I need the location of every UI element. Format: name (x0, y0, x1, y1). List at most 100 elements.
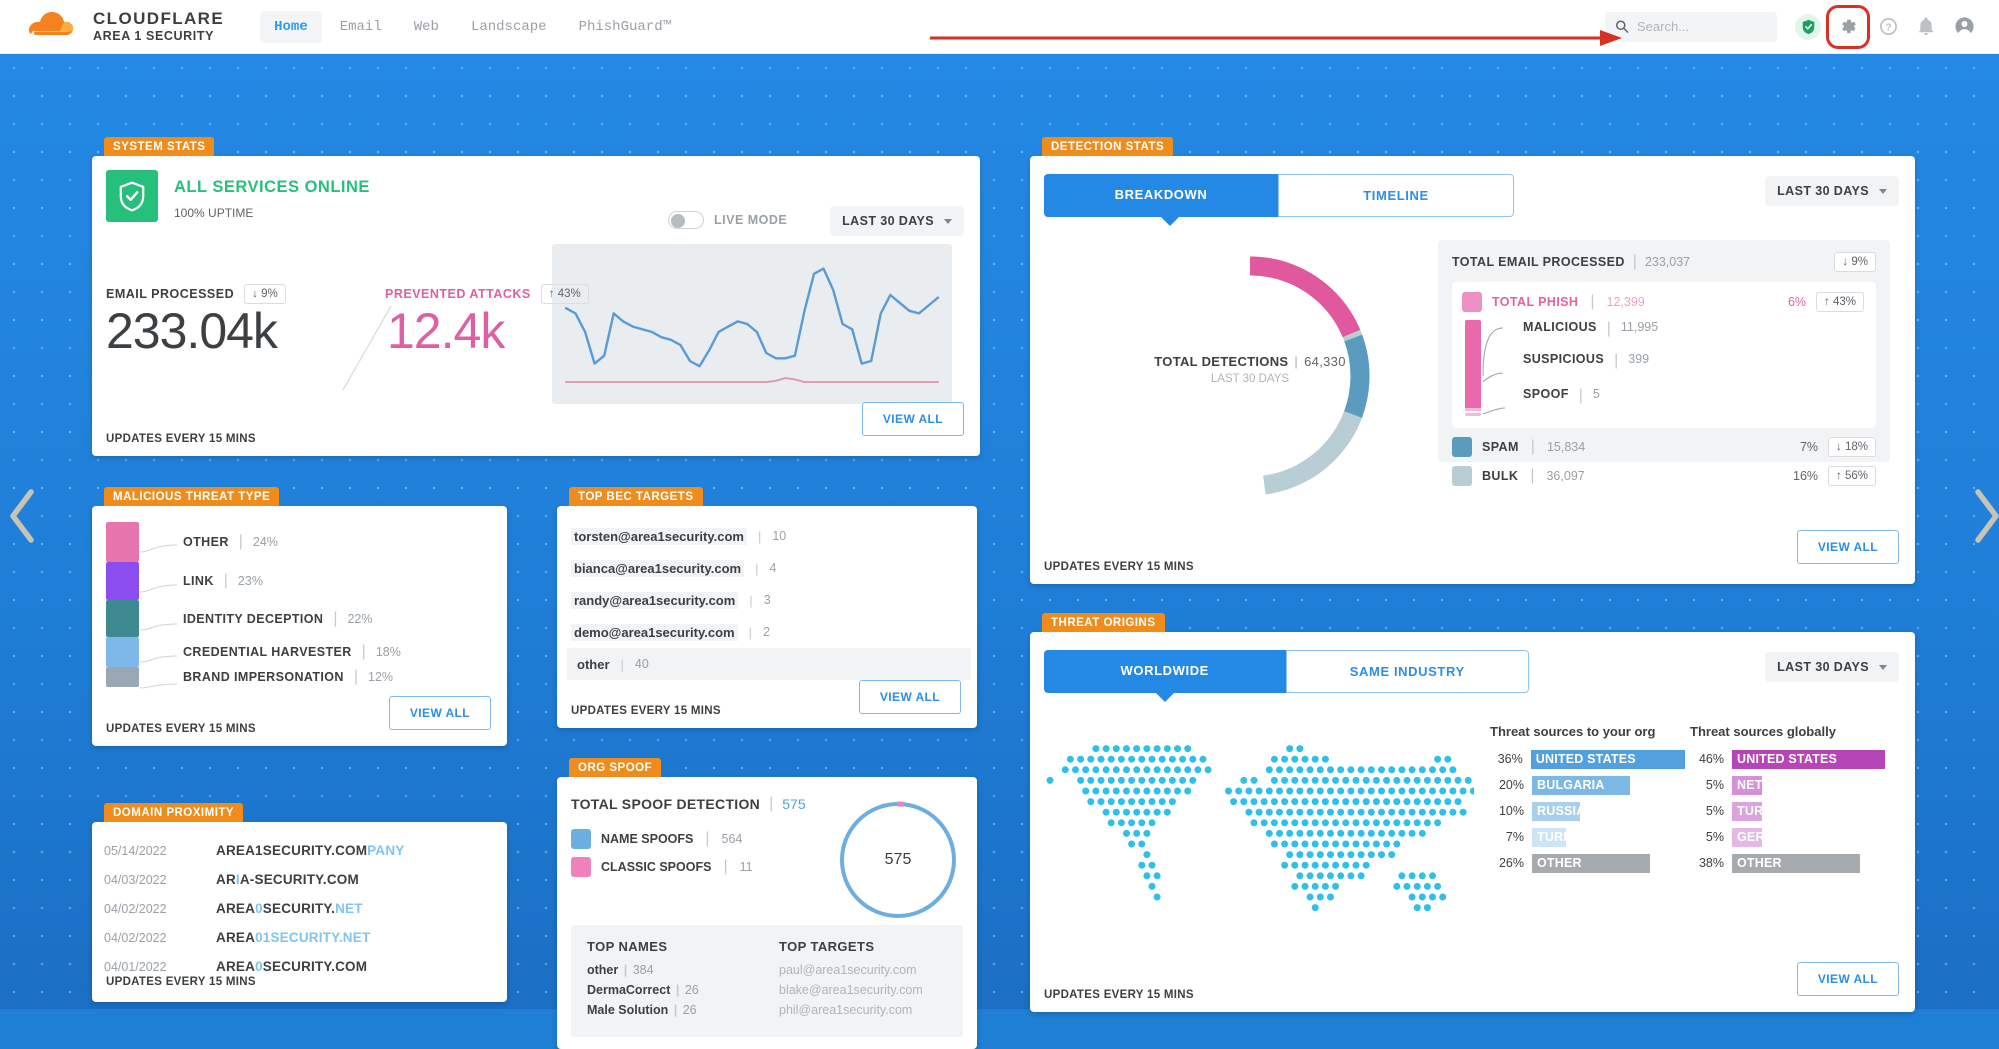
nav-item-web[interactable]: Web (413, 18, 439, 35)
brand-name: CLOUDFLARE (93, 9, 225, 29)
mtt-bar-identity-deception (106, 600, 139, 637)
table-row[interactable]: torsten@area1security.com | 10 (561, 520, 967, 552)
search-input[interactable] (1637, 19, 1767, 34)
shield-check-icon[interactable] (1791, 10, 1825, 44)
mtt-view-all-button[interactable]: VIEW ALL (388, 696, 491, 730)
account-icon[interactable] (1947, 10, 1981, 44)
bec-updates: UPDATES EVERY 15 MINS (571, 705, 721, 717)
dp-domain-1: ARIA-SECURITY.COM (216, 872, 359, 887)
brand-logo[interactable]: CLOUDFLARE AREA 1 SECURITY (22, 10, 224, 44)
nav-item-phishguard[interactable]: PhishGuard™ (578, 18, 671, 35)
malicious-threat-type-tag: MALICIOUS THREAT TYPE (104, 487, 280, 506)
list-item[interactable]: 04/02/2022 AREA0SECURITY.NET (92, 894, 507, 923)
tab-breakdown[interactable]: BREAKDOWN (1044, 174, 1278, 217)
mtt-updates: UPDATES EVERY 15 MINS (106, 723, 256, 735)
threat-origins-card: THREAT ORIGINS WORLDWIDE SAME INDUSTRY L… (1030, 613, 1915, 1012)
total-email-label: TOTAL EMAIL PROCESSED (1452, 255, 1625, 269)
prevented-attacks-value: 12.4k (387, 303, 505, 359)
phish-child-malicious: MALICIOUS | 11,995 (1523, 320, 1659, 337)
gear-icon[interactable] (1826, 4, 1870, 49)
dp-domain-3: AREA01SECURITY.NET (216, 930, 371, 945)
list-item[interactable]: paul@area1security.com (779, 963, 917, 977)
total-phish-card: TOTAL PHISH | 12,399 6% ↑ 43% (1452, 282, 1876, 428)
system-stats-updates: UPDATES EVERY 15 MINS (106, 433, 256, 445)
chevron-down-icon (1879, 188, 1887, 194)
bulk-value: 36,097 (1546, 469, 1585, 483)
org-spoof-legend: NAME SPOOFS | 564 CLASSIC SPOOFS | 11 (571, 829, 753, 877)
live-mode-toggle[interactable] (668, 211, 704, 229)
src-row-org-4: 26% OTHER (1490, 853, 1685, 873)
threat-sources-global: Threat sources globally 46% UNITED STATE… (1690, 724, 1885, 879)
top-bec-targets-card: TOP BEC TARGETS torsten@area1security.co… (557, 487, 977, 728)
live-mode-control[interactable]: LIVE MODE (668, 211, 787, 229)
chevron-right-icon[interactable] (1969, 486, 1999, 546)
src-row-org-3: 7% TURKEY (1490, 827, 1685, 847)
mtt-chart: OTHER | 24% LINK | 23% IDENTITY DECEPTION … (106, 522, 401, 692)
list-item[interactable]: Male Solution | 26 (587, 1003, 697, 1017)
chevron-left-icon[interactable] (6, 486, 40, 546)
system-stats-view-all-button[interactable]: VIEW ALL (861, 402, 964, 436)
list-item[interactable]: other | 384 (587, 963, 654, 977)
search-box[interactable] (1605, 11, 1777, 42)
detection-stats-view-all-button[interactable]: VIEW ALL (1796, 530, 1899, 564)
bec-view-all-button[interactable]: VIEW ALL (858, 680, 961, 714)
spoof-value: 5 (1592, 387, 1600, 401)
mtt-label-identity-deception: IDENTITY DECEPTION (183, 611, 324, 626)
mtt-pct-link: 23% (237, 574, 263, 588)
list-item[interactable]: DermaCorrect | 26 (587, 983, 699, 997)
tab-timeline[interactable]: TIMELINE (1278, 174, 1514, 217)
list-item[interactable]: 04/01/2022 AREA0SECURITY.COM (92, 952, 507, 981)
mtt-label-other: OTHER (183, 535, 229, 549)
list-item[interactable]: 04/02/2022 AREA01SECURITY.NET (92, 923, 507, 952)
table-row[interactable]: other | 40 (567, 648, 971, 680)
src-row-global-0: 46% UNITED STATES (1690, 749, 1885, 769)
brand-product: AREA 1 SECURITY (93, 29, 215, 44)
table-row[interactable]: demo@area1security.com | 2 (561, 616, 967, 648)
mtt-labels: OTHER | 24% LINK | 23% IDENTITY DECEPTION … (183, 522, 401, 692)
mtt-bar-link (106, 562, 139, 600)
domain-proximity-tag: DOMAIN PROXIMITY (104, 803, 244, 822)
src-pct-org-2: 10% (1498, 804, 1524, 818)
bell-icon[interactable] (1909, 10, 1943, 44)
nav-item-landscape[interactable]: Landscape (470, 18, 547, 35)
chevron-down-icon (1879, 664, 1887, 670)
bec-email-3: demo@area1security.com (571, 623, 738, 641)
phish-leader-lines (1482, 327, 1506, 415)
mtt-bars (106, 522, 139, 692)
prevented-attacks-label: PREVENTED ATTACKS (385, 287, 531, 301)
system-stats-range-dropdown[interactable]: LAST 30 DAYS (830, 206, 964, 236)
bec-email-4: other (577, 656, 610, 672)
src-bar-org-2: RUSSIA (1532, 801, 1585, 821)
bulk-swatch (1452, 466, 1472, 486)
list-item[interactable]: 04/03/2022 ARIA-SECURITY.COM (92, 865, 507, 894)
bec-count-4: 40 (634, 657, 649, 671)
threat-origins-range-dropdown[interactable]: LAST 30 DAYS (1765, 652, 1899, 682)
list-item[interactable]: 05/14/2022 AREA1SECURITY.COMPANY (92, 836, 507, 865)
dp-date-4: 04/01/2022 (104, 959, 167, 974)
phish-child-spoof: SPOOF | 5 (1523, 387, 1600, 404)
table-row[interactable]: bianca@area1security.com | 4 (561, 552, 967, 584)
services-status-title: ALL SERVICES ONLINE (174, 178, 370, 196)
nav-item-home[interactable]: Home (260, 10, 322, 43)
threat-origins-view-all-button[interactable]: VIEW ALL (1796, 962, 1899, 996)
src-row-global-4: 38% OTHER (1690, 853, 1885, 873)
tab-worldwide[interactable]: WORLDWIDE (1044, 650, 1286, 693)
help-icon[interactable]: ? (1871, 10, 1905, 44)
bec-email-2: randy@area1security.com (571, 591, 739, 609)
status-shield-icon (106, 170, 158, 222)
list-item[interactable]: phil@area1security.com (779, 1003, 913, 1017)
detection-stats-range-dropdown[interactable]: LAST 30 DAYS (1765, 176, 1899, 206)
tab-same-industry[interactable]: SAME INDUSTRY (1285, 650, 1529, 693)
nav-item-email[interactable]: Email (339, 18, 382, 35)
detection-donut-chart: TOTAL DETECTIONS | 64,330 LAST 30 DAYS (1120, 246, 1380, 506)
table-row[interactable]: randy@area1security.com | 3 (561, 584, 967, 616)
legend-value-classic-spoofs: 11 (739, 860, 753, 874)
detection-breakdown-list: TOTAL EMAIL PROCESSED | 233,037 ↓ 9% TOT… (1438, 240, 1890, 486)
threat-sources-org-title: Threat sources to your org (1490, 724, 1656, 739)
org-spoof-donut-center: 575 (884, 851, 912, 868)
mtt-item-link: LINK | 23% (183, 572, 263, 589)
system-stats-card: SYSTEM STATS ALL SERVICES ONLINE 100% UP… (92, 137, 980, 456)
list-item[interactable]: blake@area1security.com (779, 983, 923, 997)
threat-sources-org: Threat sources to your org 36% UNITED ST… (1490, 724, 1685, 879)
total-email-row: TOTAL EMAIL PROCESSED | 233,037 ↓ 9% (1452, 252, 1876, 272)
